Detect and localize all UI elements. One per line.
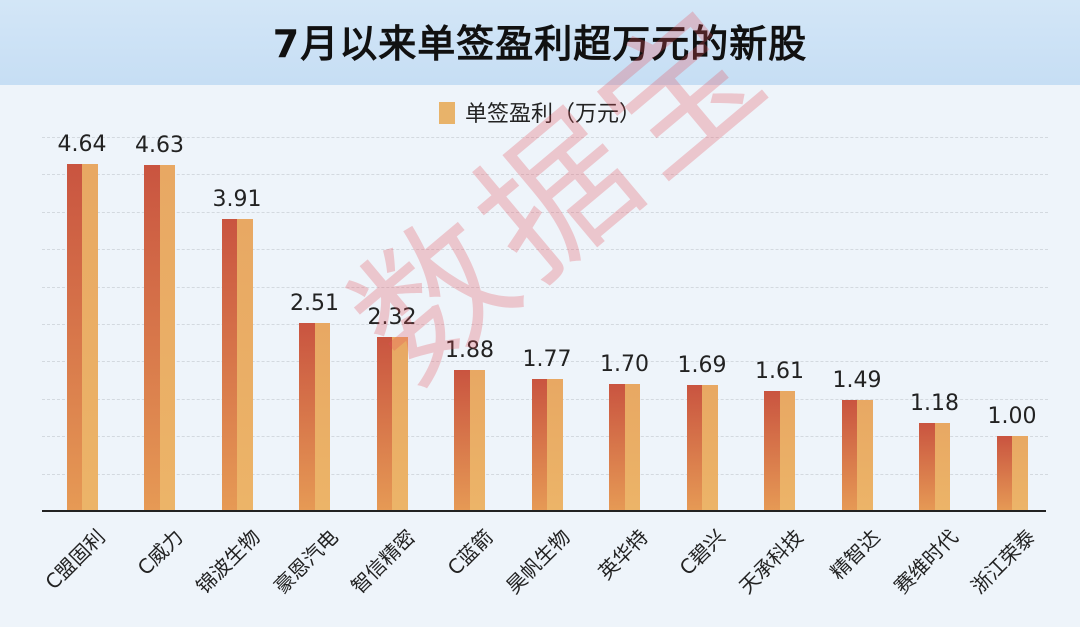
bar	[221, 218, 253, 511]
bar	[919, 422, 950, 511]
bar	[454, 370, 485, 511]
bar	[144, 164, 175, 511]
x-axis-line	[42, 510, 1046, 512]
bar	[609, 383, 640, 511]
gridline	[42, 249, 1048, 251]
gridline	[42, 286, 1048, 288]
bar	[376, 337, 408, 511]
value-label: 4.63	[135, 132, 184, 158]
bar	[66, 163, 98, 511]
value-label: 3.91	[212, 186, 262, 212]
value-label: 1.49	[832, 367, 882, 393]
chart-title: 7月以来单签盈利超万元的新股	[272, 22, 808, 66]
bar	[299, 323, 330, 511]
gridline	[42, 324, 1048, 325]
bar	[531, 378, 563, 511]
value-label: 2.51	[290, 291, 339, 317]
value-label: 2.32	[367, 305, 417, 331]
value-label: 1.77	[522, 346, 572, 372]
legend-swatch	[438, 102, 455, 124]
bar	[764, 390, 795, 511]
gridline	[42, 174, 1048, 176]
value-label: 1.69	[677, 352, 727, 378]
value-label: 1.18	[910, 390, 959, 416]
gridline	[42, 361, 1048, 363]
value-label: 1.88	[445, 338, 494, 364]
value-label: 1.61	[755, 358, 804, 384]
value-label: 1.70	[600, 351, 649, 377]
legend: 单签盈利（万元）	[0, 96, 1080, 128]
title-banner	[0, 0, 1080, 85]
bar	[996, 436, 1028, 511]
value-label: 4.64	[57, 131, 107, 157]
bar	[686, 384, 718, 511]
bar	[841, 399, 873, 511]
gridline	[42, 211, 1048, 213]
value-label: 1.00	[987, 404, 1037, 430]
legend-label: 单签盈利（万元）	[464, 102, 641, 127]
gridline	[42, 137, 1048, 138]
